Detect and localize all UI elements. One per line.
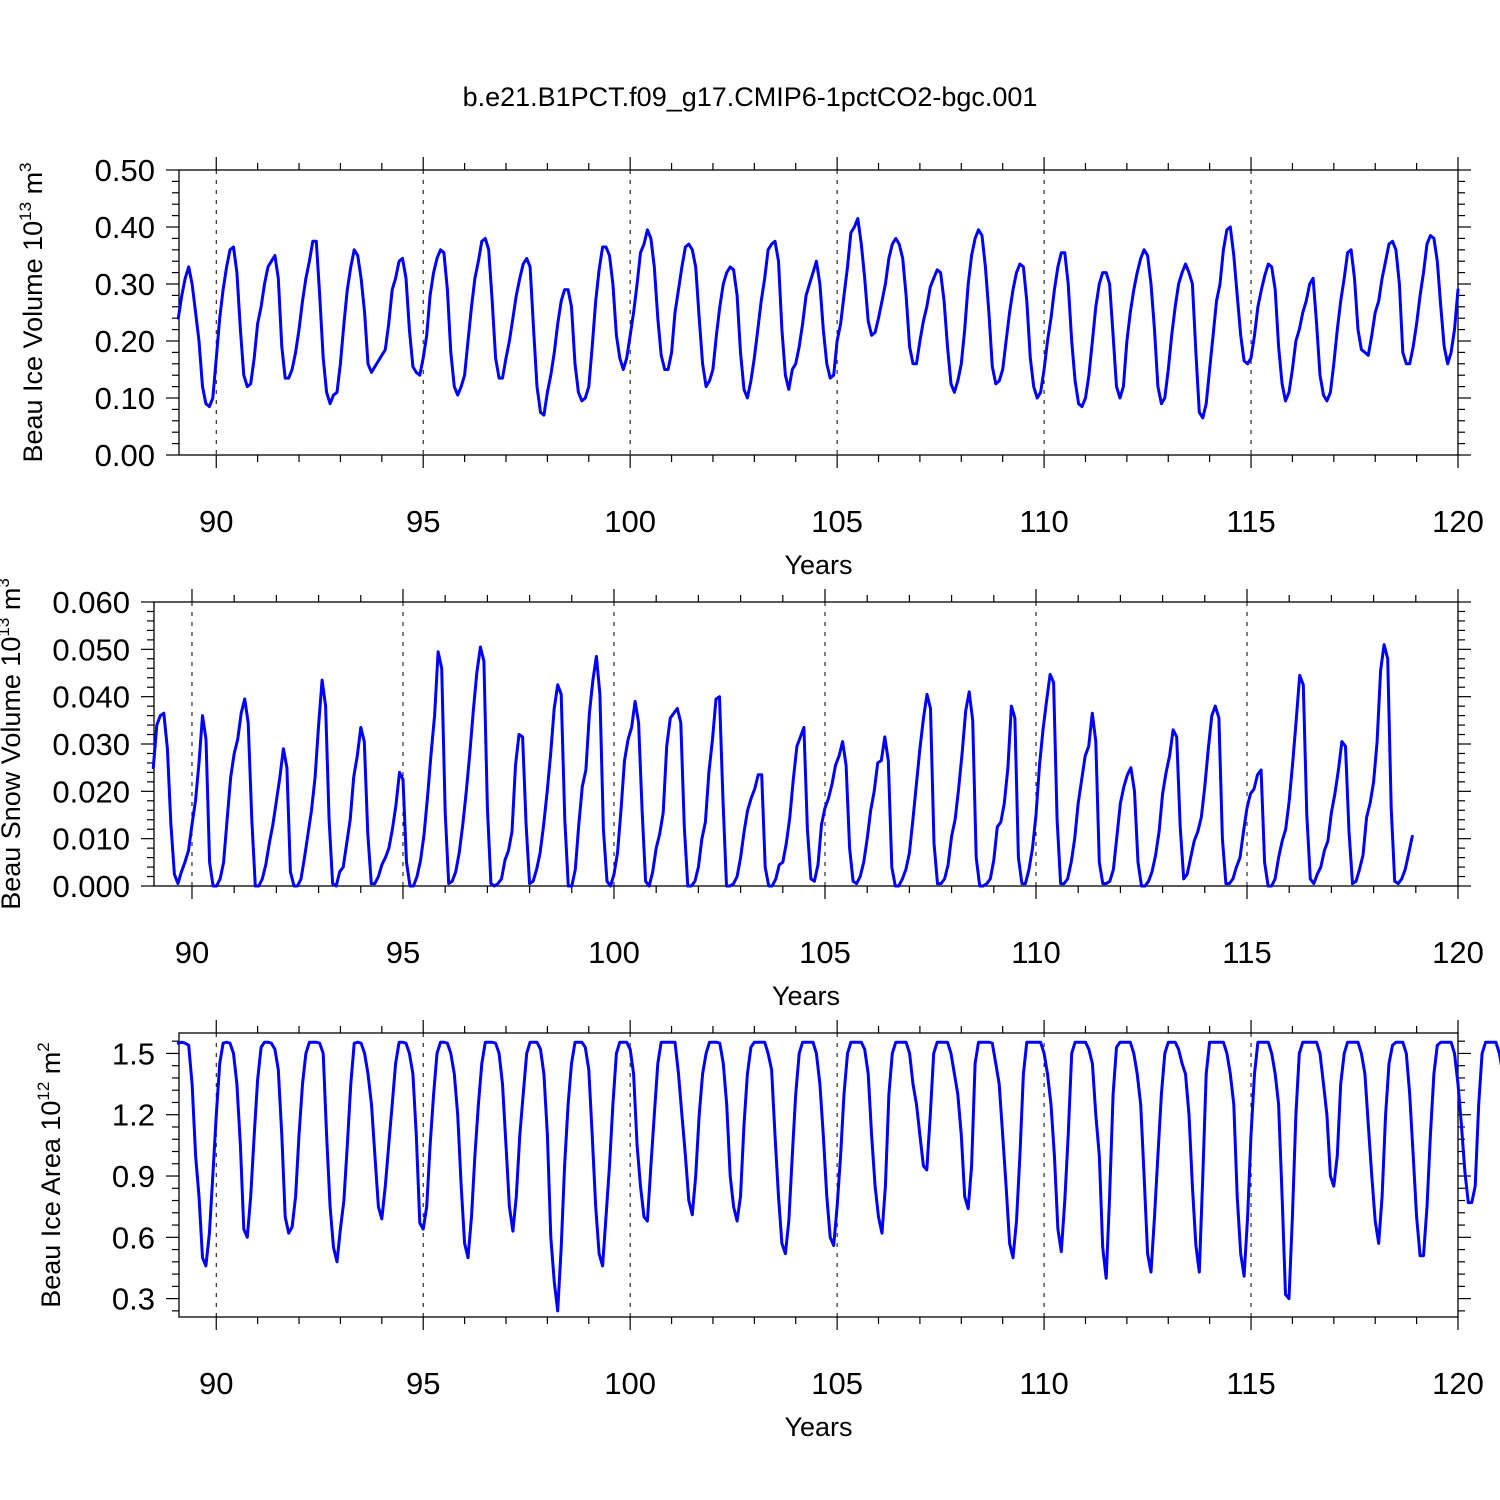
- snow-volume-series-line: [151, 643, 1414, 888]
- ice-volume-ytick-label: 0.50: [95, 153, 155, 188]
- ice-area-ytick-label: 1.2: [112, 1098, 155, 1133]
- ice-area-ytick-label: 1.5: [112, 1036, 155, 1071]
- ice-area-xtick-label: 90: [199, 1366, 233, 1401]
- ice-volume-xtick-label: 120: [1432, 504, 1484, 539]
- ice-area-xtick-label: 120: [1432, 1366, 1484, 1401]
- ice-area-ytick-label: 0.9: [112, 1159, 155, 1194]
- ice-area-xtick-label: 105: [811, 1366, 863, 1401]
- ice-volume-xtick-label: 105: [811, 504, 863, 539]
- ice-area-panel: 90 95 100 105 110 115 120 Years 0.3 0.6 0.9 1.2 1.5 B…: [34, 1020, 1500, 1442]
- figure-title: b.e21.B1PCT.f09_g17.CMIP6-1pctCO2-bgc.00…: [463, 82, 1038, 112]
- ice-volume-xtick-label: 100: [604, 504, 656, 539]
- ice-volume-ytick-label: 0.10: [95, 381, 155, 416]
- ice-volume-series-line: [176, 217, 1460, 420]
- snow-volume-panel: 90 95 100 105 110 115 120 Years 0.000 0.010 0.020 0…: [0, 578, 1484, 1011]
- snow-volume-ytick-label: 0.020: [52, 774, 130, 809]
- ice-area-y-axis-title: Beau Ice Area 1012 m2: [34, 1042, 66, 1308]
- snow-volume-xtick-label: 90: [175, 935, 209, 970]
- snow-volume-x-axis-title: Years: [772, 981, 840, 1011]
- ice-volume-xtick-label: 110: [1019, 504, 1068, 539]
- ice-area-ytick-label: 0.3: [112, 1282, 155, 1317]
- snow-volume-xtick-label: 110: [1011, 935, 1060, 970]
- snow-volume-ytick-label: 0.010: [52, 822, 130, 857]
- ice-area-x-axis-title: Years: [784, 1412, 852, 1442]
- ice-area-xtick-label: 110: [1019, 1366, 1068, 1401]
- snow-volume-ytick-label: 0.050: [52, 632, 130, 667]
- snow-volume-ytick-label: 0.000: [52, 869, 130, 904]
- ice-volume-panel: 90 95 100 105 110 115 120 Years 0.00 0.10 0.20 0.30…: [16, 153, 1484, 580]
- snow-volume-ytick-label: 0.030: [52, 727, 130, 762]
- snow-volume-xtick-label: 100: [588, 935, 640, 970]
- ice-volume-xtick-label: 115: [1226, 504, 1275, 539]
- ice-volume-ytick-label: 0.00: [95, 438, 155, 473]
- snow-volume-ytick-label: 0.060: [52, 585, 130, 620]
- ice-area-xtick-label: 95: [406, 1366, 440, 1401]
- ice-area-series-line: [176, 1040, 1500, 1313]
- ice-volume-x-axis-title: Years: [784, 550, 852, 580]
- ice-area-xtick-label: 115: [1226, 1366, 1275, 1401]
- ice-volume-xtick-label: 95: [406, 504, 440, 539]
- ice-area-ytick-label: 0.6: [112, 1220, 155, 1255]
- snow-volume-ytick-label: 0.040: [52, 680, 130, 715]
- ice-area-plot-frame: [178, 1032, 1459, 1318]
- ice-area-xtick-label: 100: [604, 1366, 656, 1401]
- ice-volume-ytick-label: 0.30: [95, 267, 155, 302]
- snow-volume-y-axis-title: Beau Snow Volume 1013 m3: [0, 578, 26, 910]
- snow-volume-xtick-label: 115: [1222, 935, 1271, 970]
- ice-volume-ytick-label: 0.40: [95, 210, 155, 245]
- snow-volume-xtick-label: 120: [1432, 935, 1484, 970]
- snow-volume-xtick-label: 95: [386, 935, 420, 970]
- ice-volume-xtick-label: 90: [199, 504, 233, 539]
- snow-volume-xtick-label: 105: [799, 935, 851, 970]
- ice-volume-ytick-label: 0.20: [95, 324, 155, 359]
- ice-volume-y-axis-title: Beau Ice Volume 1013 m3: [16, 162, 48, 462]
